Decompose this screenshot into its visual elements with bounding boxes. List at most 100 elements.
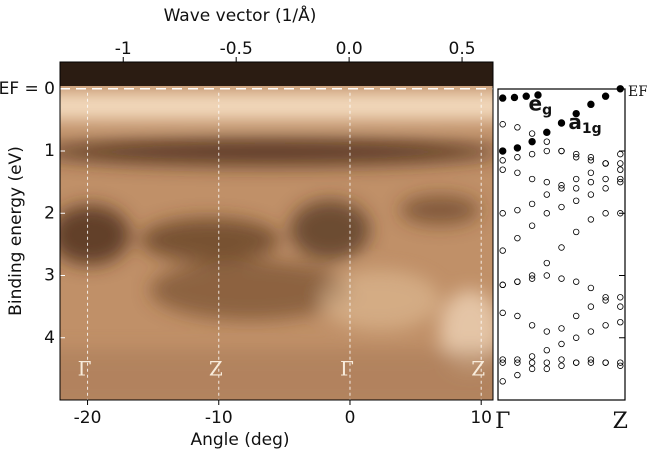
band-point [617, 359, 624, 366]
band-point [587, 216, 595, 223]
band-point [558, 356, 565, 363]
band-point [513, 144, 522, 152]
band-point [543, 272, 551, 279]
band-point [587, 303, 595, 310]
band-point [499, 309, 506, 317]
band-point [528, 175, 536, 183]
band-point [543, 138, 551, 145]
band-point [558, 340, 565, 348]
band-point [601, 92, 610, 100]
band-point [528, 200, 536, 208]
symmetry-label: Γ [340, 357, 354, 381]
band-point [499, 166, 506, 173]
top-axis-title: Wave vector (1/Å) [164, 4, 317, 26]
band-point [602, 210, 609, 217]
band-point [572, 359, 580, 366]
band-point [543, 210, 551, 217]
band-point [572, 150, 580, 158]
band-point [528, 275, 536, 282]
band-point [499, 359, 506, 366]
band-point [499, 157, 506, 164]
band-point [587, 191, 595, 198]
band-point [617, 150, 624, 158]
band-point [572, 278, 580, 285]
y-tick-label: 1 [44, 141, 55, 161]
band-point [602, 160, 609, 167]
band-point [558, 244, 565, 251]
y-tick-label: 4 [44, 328, 55, 348]
band-point [499, 94, 507, 102]
band-point [572, 175, 580, 183]
x-tick-label: -20 [74, 408, 102, 428]
band-point [602, 297, 609, 304]
band-label-sub: 1g [582, 121, 602, 137]
band-point [616, 85, 624, 93]
band-point [543, 365, 551, 373]
band-label-main: e [529, 91, 543, 115]
band-point [572, 228, 580, 236]
band-point [572, 185, 580, 192]
band-point [534, 91, 542, 99]
band-point [572, 154, 580, 161]
band-point [572, 109, 580, 118]
band-point [499, 356, 506, 363]
band-point [617, 175, 624, 183]
top-tick-label: -1 [115, 39, 132, 59]
band-point [514, 169, 521, 176]
band-point [587, 100, 595, 109]
band-point [558, 182, 565, 189]
band-point [528, 322, 536, 329]
band-point [617, 362, 624, 369]
x-tick-label: -10 [205, 408, 233, 428]
band-point [528, 272, 536, 279]
band-point [602, 175, 609, 183]
band-point [522, 92, 530, 100]
y-tick-label: 3 [44, 266, 55, 286]
arpes-image [60, 62, 493, 400]
band-point [602, 185, 609, 192]
y-tick-label: 2 [44, 203, 55, 223]
top-tick-label: 0.0 [336, 39, 363, 59]
band-point [617, 166, 624, 173]
band-point [572, 197, 580, 205]
y-axis-title: Binding energy (eV) [6, 146, 26, 316]
band-point [499, 281, 506, 289]
band-point [617, 160, 624, 167]
band-point [587, 157, 595, 164]
band-point [543, 178, 551, 186]
band-point [558, 362, 565, 369]
band-point [528, 222, 536, 229]
band-point [572, 334, 580, 341]
band-point [514, 234, 521, 242]
band-label-main: a [568, 110, 582, 134]
band-point [514, 359, 521, 366]
band-point [528, 359, 536, 366]
band-point [543, 347, 551, 354]
band-point [558, 185, 565, 192]
x-tick-label: 10 [470, 408, 492, 428]
top-tick-label: 0.5 [449, 39, 476, 59]
band-point [499, 210, 506, 217]
band-point [499, 121, 506, 128]
band-point [528, 365, 536, 373]
image-frame [59, 61, 494, 401]
band-point [602, 359, 609, 366]
band-point [617, 303, 624, 310]
band-point [602, 322, 609, 329]
top-tick-label: -0.5 [220, 39, 253, 59]
band-point [617, 210, 624, 217]
band-point [602, 294, 609, 301]
band-point [587, 169, 595, 176]
band-point [572, 312, 580, 320]
band-point [558, 147, 565, 155]
band-point [587, 284, 595, 292]
band-point [543, 359, 551, 366]
band-point [528, 150, 536, 158]
band-point [557, 119, 566, 127]
band-point [514, 154, 521, 161]
band-label: eg [529, 91, 553, 119]
band-point [514, 206, 521, 214]
fermi-label: EF [628, 84, 647, 100]
